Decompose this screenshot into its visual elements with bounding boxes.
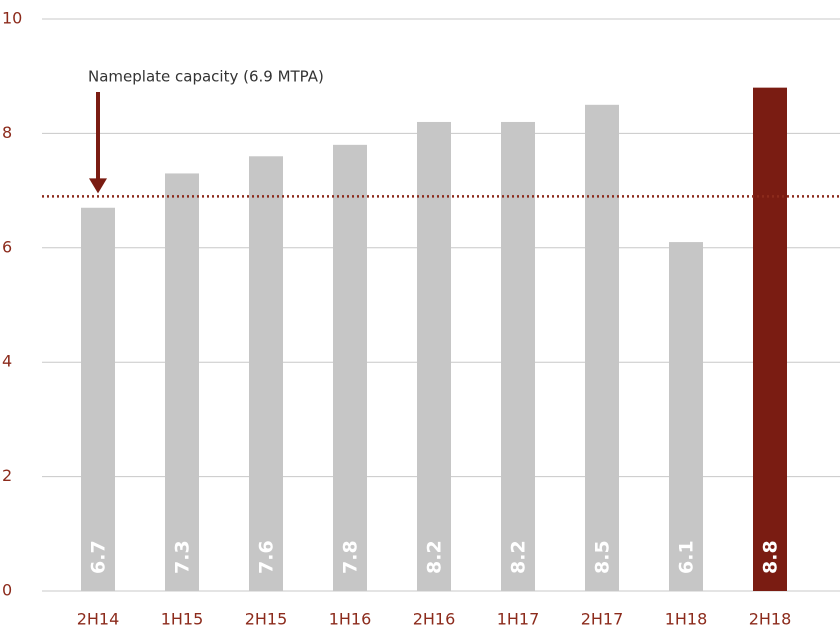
bar <box>585 105 619 591</box>
value-label: 7.6 <box>256 540 278 574</box>
y-tick-label: 6 <box>2 237 12 256</box>
value-label: 7.3 <box>172 540 194 574</box>
y-tick-label: 4 <box>2 352 12 371</box>
bar <box>249 156 283 591</box>
value-label: 8.5 <box>592 540 614 574</box>
value-label: 7.8 <box>340 540 362 574</box>
y-tick-label: 10 <box>2 9 22 28</box>
x-tick-label: 2H17 <box>581 610 624 629</box>
bar <box>81 208 115 591</box>
x-tick-label: 1H17 <box>497 610 540 629</box>
bar <box>417 122 451 591</box>
x-tick-label: 1H18 <box>665 610 708 629</box>
bar <box>165 173 199 591</box>
value-label: 6.1 <box>676 540 698 574</box>
x-tick-label: 2H18 <box>749 610 792 629</box>
bar <box>333 145 367 591</box>
annotation: Nameplate capacity (6.9 MTPA) <box>88 68 324 86</box>
bar <box>501 122 535 591</box>
x-tick-label: 2H16 <box>413 610 456 629</box>
arrow-head <box>89 178 107 193</box>
value-label: 8.2 <box>424 540 446 574</box>
y-tick-label: 2 <box>2 466 12 485</box>
x-tick-label: 1H16 <box>329 610 372 629</box>
x-tick-label: 2H14 <box>77 610 120 629</box>
bar <box>753 88 787 591</box>
value-label: 6.7 <box>88 540 110 574</box>
value-label: 8.2 <box>508 540 530 574</box>
x-tick-label: 2H15 <box>245 610 288 629</box>
chart: Nameplate capacity (6.9 MTPA) 0 2 4 6 8 10 2H1… <box>0 0 840 632</box>
x-tick-label: 1H15 <box>161 610 204 629</box>
y-tick-label: 8 <box>2 123 12 142</box>
value-label: 8.8 <box>760 540 782 574</box>
y-tick-label: 0 <box>2 581 12 600</box>
bar <box>669 242 703 591</box>
